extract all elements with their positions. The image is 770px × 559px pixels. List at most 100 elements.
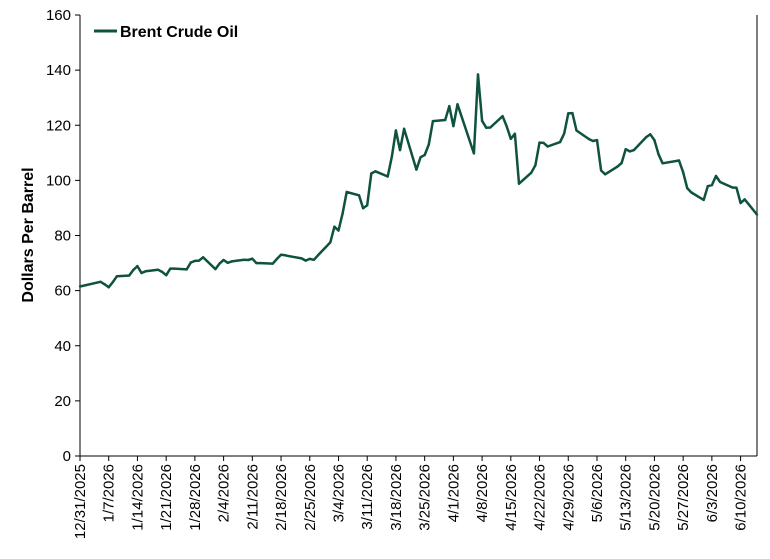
data-point <box>456 103 459 106</box>
y-tick-label: 20 <box>54 393 71 410</box>
y-tick-label: 140 <box>46 62 71 79</box>
y-ticks: 0 20 40 60 80 100 120 140 160 <box>46 7 80 465</box>
data-point <box>501 115 504 118</box>
data-point <box>300 257 303 260</box>
x-tick-label: 6/10/2026 <box>733 464 750 531</box>
data-point <box>226 261 229 264</box>
data-point <box>341 212 344 215</box>
data-point <box>645 135 648 139</box>
data-point <box>308 257 311 261</box>
data-point <box>415 168 418 171</box>
x-tick-label: 3/11/2026 <box>359 464 376 530</box>
data-point <box>710 183 714 187</box>
x-tick-label: 4/22/2026 <box>532 464 549 531</box>
data-point <box>394 129 398 132</box>
data-point <box>419 156 422 159</box>
data-point <box>115 275 119 278</box>
data-point <box>571 111 574 115</box>
data-point <box>599 169 603 172</box>
data-point <box>230 260 233 263</box>
data-point <box>259 261 262 265</box>
data-point <box>542 141 545 145</box>
x-tick-label: 4/29/2026 <box>560 464 577 531</box>
data-point <box>128 274 131 277</box>
data-point <box>677 159 681 162</box>
x-tick-label: 4/8/2026 <box>474 464 491 522</box>
data-point <box>718 180 722 184</box>
x-tick-label: 3/25/2026 <box>417 464 434 531</box>
data-point <box>333 225 336 228</box>
data-point <box>316 254 320 257</box>
x-tick-label: 6/3/2026 <box>704 464 721 522</box>
data-point <box>423 153 426 157</box>
x-tick-label: 2/11/2026 <box>244 464 261 530</box>
data-point <box>329 241 332 244</box>
data-point <box>366 204 369 207</box>
data-point <box>288 255 291 258</box>
data-point <box>193 259 197 263</box>
data-point <box>284 254 287 257</box>
data-point <box>649 133 652 136</box>
data-point <box>185 268 188 271</box>
data-point <box>201 256 205 259</box>
data-point <box>374 170 377 173</box>
data-point <box>103 283 106 286</box>
data-point <box>156 268 160 271</box>
x-tick-label: 1/28/2026 <box>187 464 204 531</box>
x-tick-label: 1/21/2026 <box>158 464 175 531</box>
data-point <box>173 267 176 270</box>
data-point <box>472 152 476 155</box>
data-point <box>739 201 742 205</box>
y-tick-label: 0 <box>63 448 71 465</box>
data-point <box>563 132 566 135</box>
data-point <box>427 143 430 146</box>
data-point <box>587 137 590 141</box>
data-point <box>513 132 517 135</box>
data-point <box>530 171 533 174</box>
data-point <box>357 194 361 197</box>
data-point <box>653 138 656 142</box>
data-point <box>345 190 348 194</box>
data-point <box>337 229 340 232</box>
legend-label: Brent Crude Oil <box>120 24 238 41</box>
data-point <box>144 270 147 273</box>
data-point <box>444 118 447 122</box>
data-point <box>755 213 759 216</box>
x-tick-label: 12/31/2025 <box>72 464 89 539</box>
data-point <box>218 262 221 265</box>
y-tick-label: 60 <box>54 283 71 300</box>
data-point <box>165 274 168 277</box>
data-point <box>485 126 488 129</box>
data-point <box>247 258 250 262</box>
x-tick-label: 5/27/2026 <box>675 464 692 531</box>
data-point <box>275 257 279 261</box>
data-point <box>624 148 627 151</box>
data-point <box>452 124 455 128</box>
data-point <box>476 73 480 76</box>
data-point <box>616 165 619 168</box>
data-point <box>743 198 746 201</box>
x-tick-label: 3/18/2026 <box>388 464 405 531</box>
data-point <box>222 258 225 262</box>
data-point <box>255 261 258 265</box>
data-point <box>591 139 595 143</box>
data-point <box>271 262 274 265</box>
series-line-brent-crude-oil <box>79 73 758 289</box>
x-tick-label: 4/1/2026 <box>445 464 462 522</box>
data-point <box>136 264 139 268</box>
y-tick-label: 100 <box>46 172 71 189</box>
y-tick-label: 160 <box>46 7 71 24</box>
data-point <box>189 261 192 264</box>
x-tick-label: 3/4/2026 <box>330 464 347 522</box>
data-point <box>361 207 365 210</box>
data-point <box>448 105 451 108</box>
data-point <box>534 164 537 167</box>
data-point <box>517 182 521 185</box>
data-point <box>702 198 705 202</box>
data-point <box>505 125 508 128</box>
data-point <box>169 267 172 270</box>
series-layer <box>78 73 759 289</box>
data-point <box>661 162 664 165</box>
data-point <box>706 185 709 188</box>
